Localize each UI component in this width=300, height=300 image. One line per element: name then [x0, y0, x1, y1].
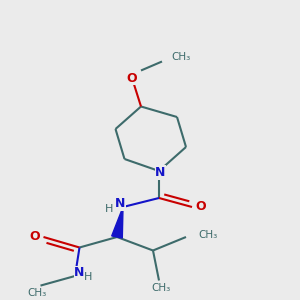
Text: O: O: [127, 71, 137, 85]
Text: O: O: [195, 200, 206, 213]
Text: O: O: [30, 230, 40, 243]
Text: N: N: [74, 266, 85, 280]
Text: N: N: [115, 197, 125, 210]
Polygon shape: [112, 207, 123, 238]
Text: H: H: [105, 203, 114, 214]
Text: N: N: [155, 166, 166, 179]
Text: H: H: [84, 272, 93, 283]
Text: CH₃: CH₃: [198, 230, 217, 241]
Text: CH₃: CH₃: [28, 288, 47, 298]
Text: CH₃: CH₃: [151, 283, 170, 293]
Text: CH₃: CH₃: [171, 52, 190, 62]
